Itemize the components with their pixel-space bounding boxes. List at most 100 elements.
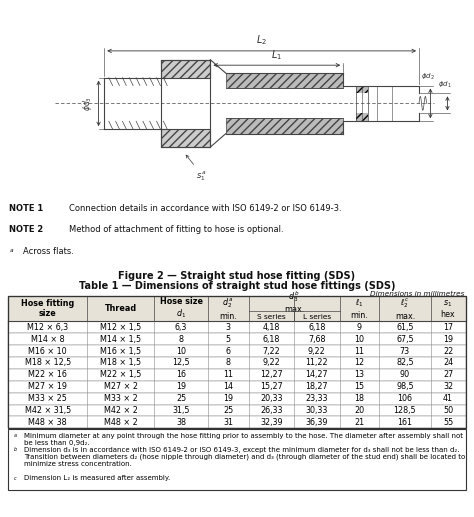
Text: 98,5: 98,5 [396,382,414,391]
Text: 55: 55 [443,418,453,427]
Text: 22: 22 [443,346,453,356]
Text: 15,27: 15,27 [260,382,283,391]
Polygon shape [161,129,210,147]
Bar [9,416,465,428]
Text: 161: 161 [397,418,412,427]
Text: $s_1^{\,a}$: $s_1^{\,a}$ [196,169,207,183]
Text: 31,5: 31,5 [172,406,190,415]
Text: 32,39: 32,39 [260,418,283,427]
Text: 14: 14 [223,382,233,391]
Bar [9,369,465,381]
Text: 16: 16 [176,370,186,379]
Bar [9,430,465,490]
Text: $^c$: $^c$ [13,475,18,481]
Text: 12,5: 12,5 [172,358,190,368]
Text: Dimension d₃ is in accordance with ISO 6149-2 or ISO 6149-3, except the minimum : Dimension d₃ is in accordance with ISO 6… [24,447,465,467]
Text: M14 × 8: M14 × 8 [31,334,64,344]
Text: M12 × 1,5: M12 × 1,5 [100,323,141,332]
Text: $L_2$: $L_2$ [256,33,267,47]
Text: $d_3^{\,b}$
max.: $d_3^{\,b}$ max. [284,289,304,314]
Text: $s_1$
hex: $s_1$ hex [441,298,456,319]
Text: $\ell_1$
min.: $\ell_1$ min. [351,298,368,320]
Text: 90: 90 [400,370,410,379]
Text: 14,27: 14,27 [306,370,328,379]
Text: Connection details in accordance with ISO 6149-2 or ISO 6149-3.: Connection details in accordance with IS… [69,204,341,212]
Text: 7,68: 7,68 [308,334,326,344]
Polygon shape [356,113,368,121]
Text: 67,5: 67,5 [396,334,414,344]
Text: 11,22: 11,22 [306,358,328,368]
Text: 73: 73 [400,346,410,356]
Text: 31: 31 [223,418,233,427]
Text: 41: 41 [443,394,453,403]
Text: 82,5: 82,5 [396,358,414,368]
Text: 8: 8 [226,358,231,368]
Text: $^a$: $^a$ [13,433,18,438]
Text: Table 1 — Dimensions of straight stud hose fittings (SDS): Table 1 — Dimensions of straight stud ho… [79,281,395,291]
Text: 6,3: 6,3 [175,323,187,332]
Text: 4,18: 4,18 [263,323,280,332]
Text: 21: 21 [355,418,365,427]
Text: 25: 25 [176,394,186,403]
Text: 19: 19 [176,382,186,391]
Text: M22 × 16: M22 × 16 [28,370,67,379]
Text: 30,33: 30,33 [306,406,328,415]
Text: 36,39: 36,39 [306,418,328,427]
Text: Thread: Thread [105,305,137,313]
Text: 61,5: 61,5 [396,323,414,332]
Text: 17: 17 [443,323,453,332]
Text: 11: 11 [223,370,233,379]
Text: Figure 2 — Straight stud hose fitting (SDS): Figure 2 — Straight stud hose fitting (S… [118,271,356,281]
Text: 19: 19 [443,334,453,344]
Bar [9,357,465,369]
Text: $\ell_2^{\,c}$
max.: $\ell_2^{\,c}$ max. [395,297,415,321]
Text: M27 × 19: M27 × 19 [28,382,67,391]
Text: 27: 27 [443,370,453,379]
Text: $\phi d_3$: $\phi d_3$ [81,96,94,111]
Text: Dimension L₂ is measured after assembly.: Dimension L₂ is measured after assembly. [24,475,171,481]
Polygon shape [356,85,368,94]
Text: 10: 10 [355,334,365,344]
Polygon shape [226,73,343,88]
Text: 13: 13 [355,370,365,379]
Text: 9,22: 9,22 [308,346,326,356]
Text: 38: 38 [176,418,186,427]
Text: M33 × 25: M33 × 25 [28,394,67,403]
Bar [9,296,465,321]
Text: M22 × 1,5: M22 × 1,5 [100,370,141,379]
Text: 6,18: 6,18 [308,323,326,332]
Text: 8: 8 [179,334,183,344]
Text: 3: 3 [226,323,231,332]
Text: S series: S series [257,314,286,320]
Text: M18 × 1,5: M18 × 1,5 [100,358,141,368]
Bar [9,321,465,333]
Polygon shape [161,60,210,78]
Text: 128,5: 128,5 [393,406,416,415]
Text: $\phi d_1$: $\phi d_1$ [438,80,451,90]
Text: Hose size
$d_1$: Hose size $d_1$ [160,297,202,321]
Text: 6: 6 [226,346,231,356]
Text: 20: 20 [355,406,365,415]
Text: 26,33: 26,33 [260,406,283,415]
Bar [9,404,465,416]
Text: 23,33: 23,33 [306,394,328,403]
Text: Hose fitting
size: Hose fitting size [21,299,74,318]
Text: 19: 19 [223,394,233,403]
Text: M16 × 10: M16 × 10 [28,346,67,356]
Text: NOTE 1: NOTE 1 [9,204,44,212]
Bar [9,345,465,357]
Bar [9,392,465,404]
Text: 12,27: 12,27 [260,370,283,379]
Text: Minimum diameter at any point through the hose fitting prior to assembly to the : Minimum diameter at any point through th… [24,433,463,446]
Text: $d_2^{\,a}$
min.: $d_2^{\,a}$ min. [219,297,237,321]
Text: $^a$: $^a$ [9,247,15,256]
Text: L series: L series [303,314,331,320]
Text: 12: 12 [355,358,365,368]
Text: M27 × 2: M27 × 2 [104,382,137,391]
Text: M33 × 2: M33 × 2 [104,394,137,403]
Text: Method of attachment of fitting to hose is optional.: Method of attachment of fitting to hose … [69,225,283,234]
Text: 32: 32 [443,382,453,391]
Text: M48 × 2: M48 × 2 [104,418,137,427]
Text: 6,18: 6,18 [263,334,280,344]
Text: 7,22: 7,22 [263,346,280,356]
